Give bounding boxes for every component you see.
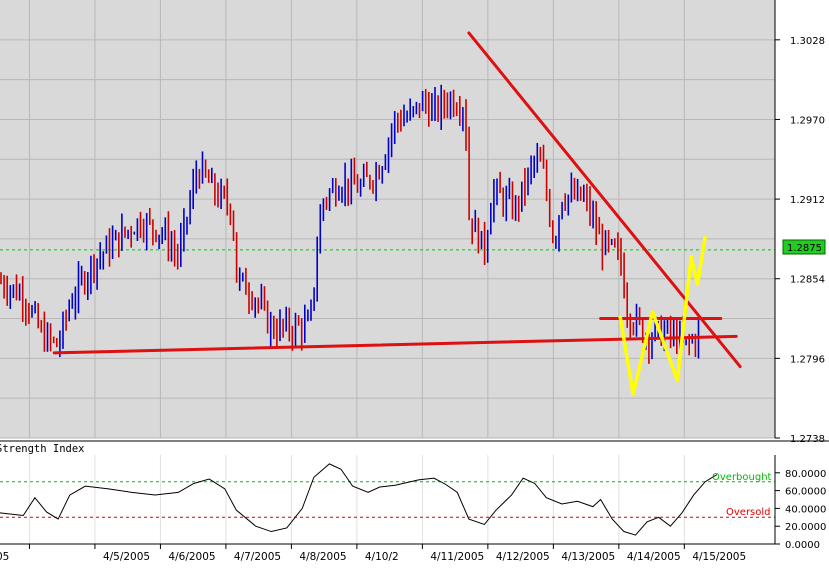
- x-tick-label: 4/7/2005: [234, 551, 281, 563]
- price-grid: [0, 0, 775, 439]
- rsi-tick-label: 20.0000: [785, 522, 826, 533]
- rsi-series-line: [0, 463, 718, 536]
- x-axis-labels: 05 4/5/2005 4/6/2005 4/7/2005 4/8/2005 4/10/2…: [0, 544, 746, 563]
- w-pattern: [618, 235, 707, 396]
- x-tick-label: 4/14/2005: [627, 551, 681, 563]
- rsi-line: [0, 463, 718, 536]
- x-tick-label: 4/13/2005: [561, 551, 615, 563]
- x-tick-label: 4/11/2005: [430, 551, 484, 563]
- trend-line-resistance: [467, 31, 742, 369]
- current-price-badge: 1.2875: [782, 239, 826, 255]
- price-tick-label: 1.2912: [790, 195, 825, 206]
- current-price-label: 1.2875: [787, 243, 822, 254]
- x-tick-label: 4/12/2005: [496, 551, 550, 563]
- oversold-label: Oversold: [726, 507, 771, 518]
- rsi-tick-label: 0.0000: [785, 540, 820, 551]
- price-tick-label: 1.3028: [790, 36, 825, 47]
- rsi-tick-label: 40.0000: [785, 504, 826, 515]
- rsi-tick-label: 80.0000: [785, 469, 826, 480]
- price-plot-area: [0, 0, 775, 438]
- rsi-grid: [28, 455, 685, 544]
- x-tick-label: 4/15/2005: [692, 551, 746, 563]
- x-tick-label: 4/6/2005: [168, 551, 215, 563]
- rsi-plot-area: [0, 455, 775, 544]
- rsi-panel-title: Strength Index: [0, 443, 85, 455]
- rsi-tick-label: 60.0000: [785, 487, 826, 498]
- price-tick-label: 1.2970: [790, 115, 825, 126]
- price-axis-labels: 1.3028 1.2970 1.2912 1.2854 1.2796 1.2738: [775, 36, 825, 445]
- x-tick-label: 4/8/2005: [299, 551, 346, 563]
- overbought-label: Overbought: [712, 472, 772, 483]
- x-tick-label: 4/5/2005: [103, 551, 150, 563]
- w-pattern-line: [618, 235, 707, 396]
- price-tick-label: 1.2796: [790, 354, 825, 365]
- rsi-axis-labels: 80.0000 60.0000 40.0000 20.0000 0.0000: [775, 469, 826, 551]
- price-candles: [0, 84, 700, 366]
- x-tick-label: 4/10/2: [365, 551, 399, 563]
- price-tick-label: 1.2854: [790, 275, 825, 286]
- x-tick-label: 05: [0, 551, 9, 563]
- price-tick-label: 1.2738: [790, 434, 825, 445]
